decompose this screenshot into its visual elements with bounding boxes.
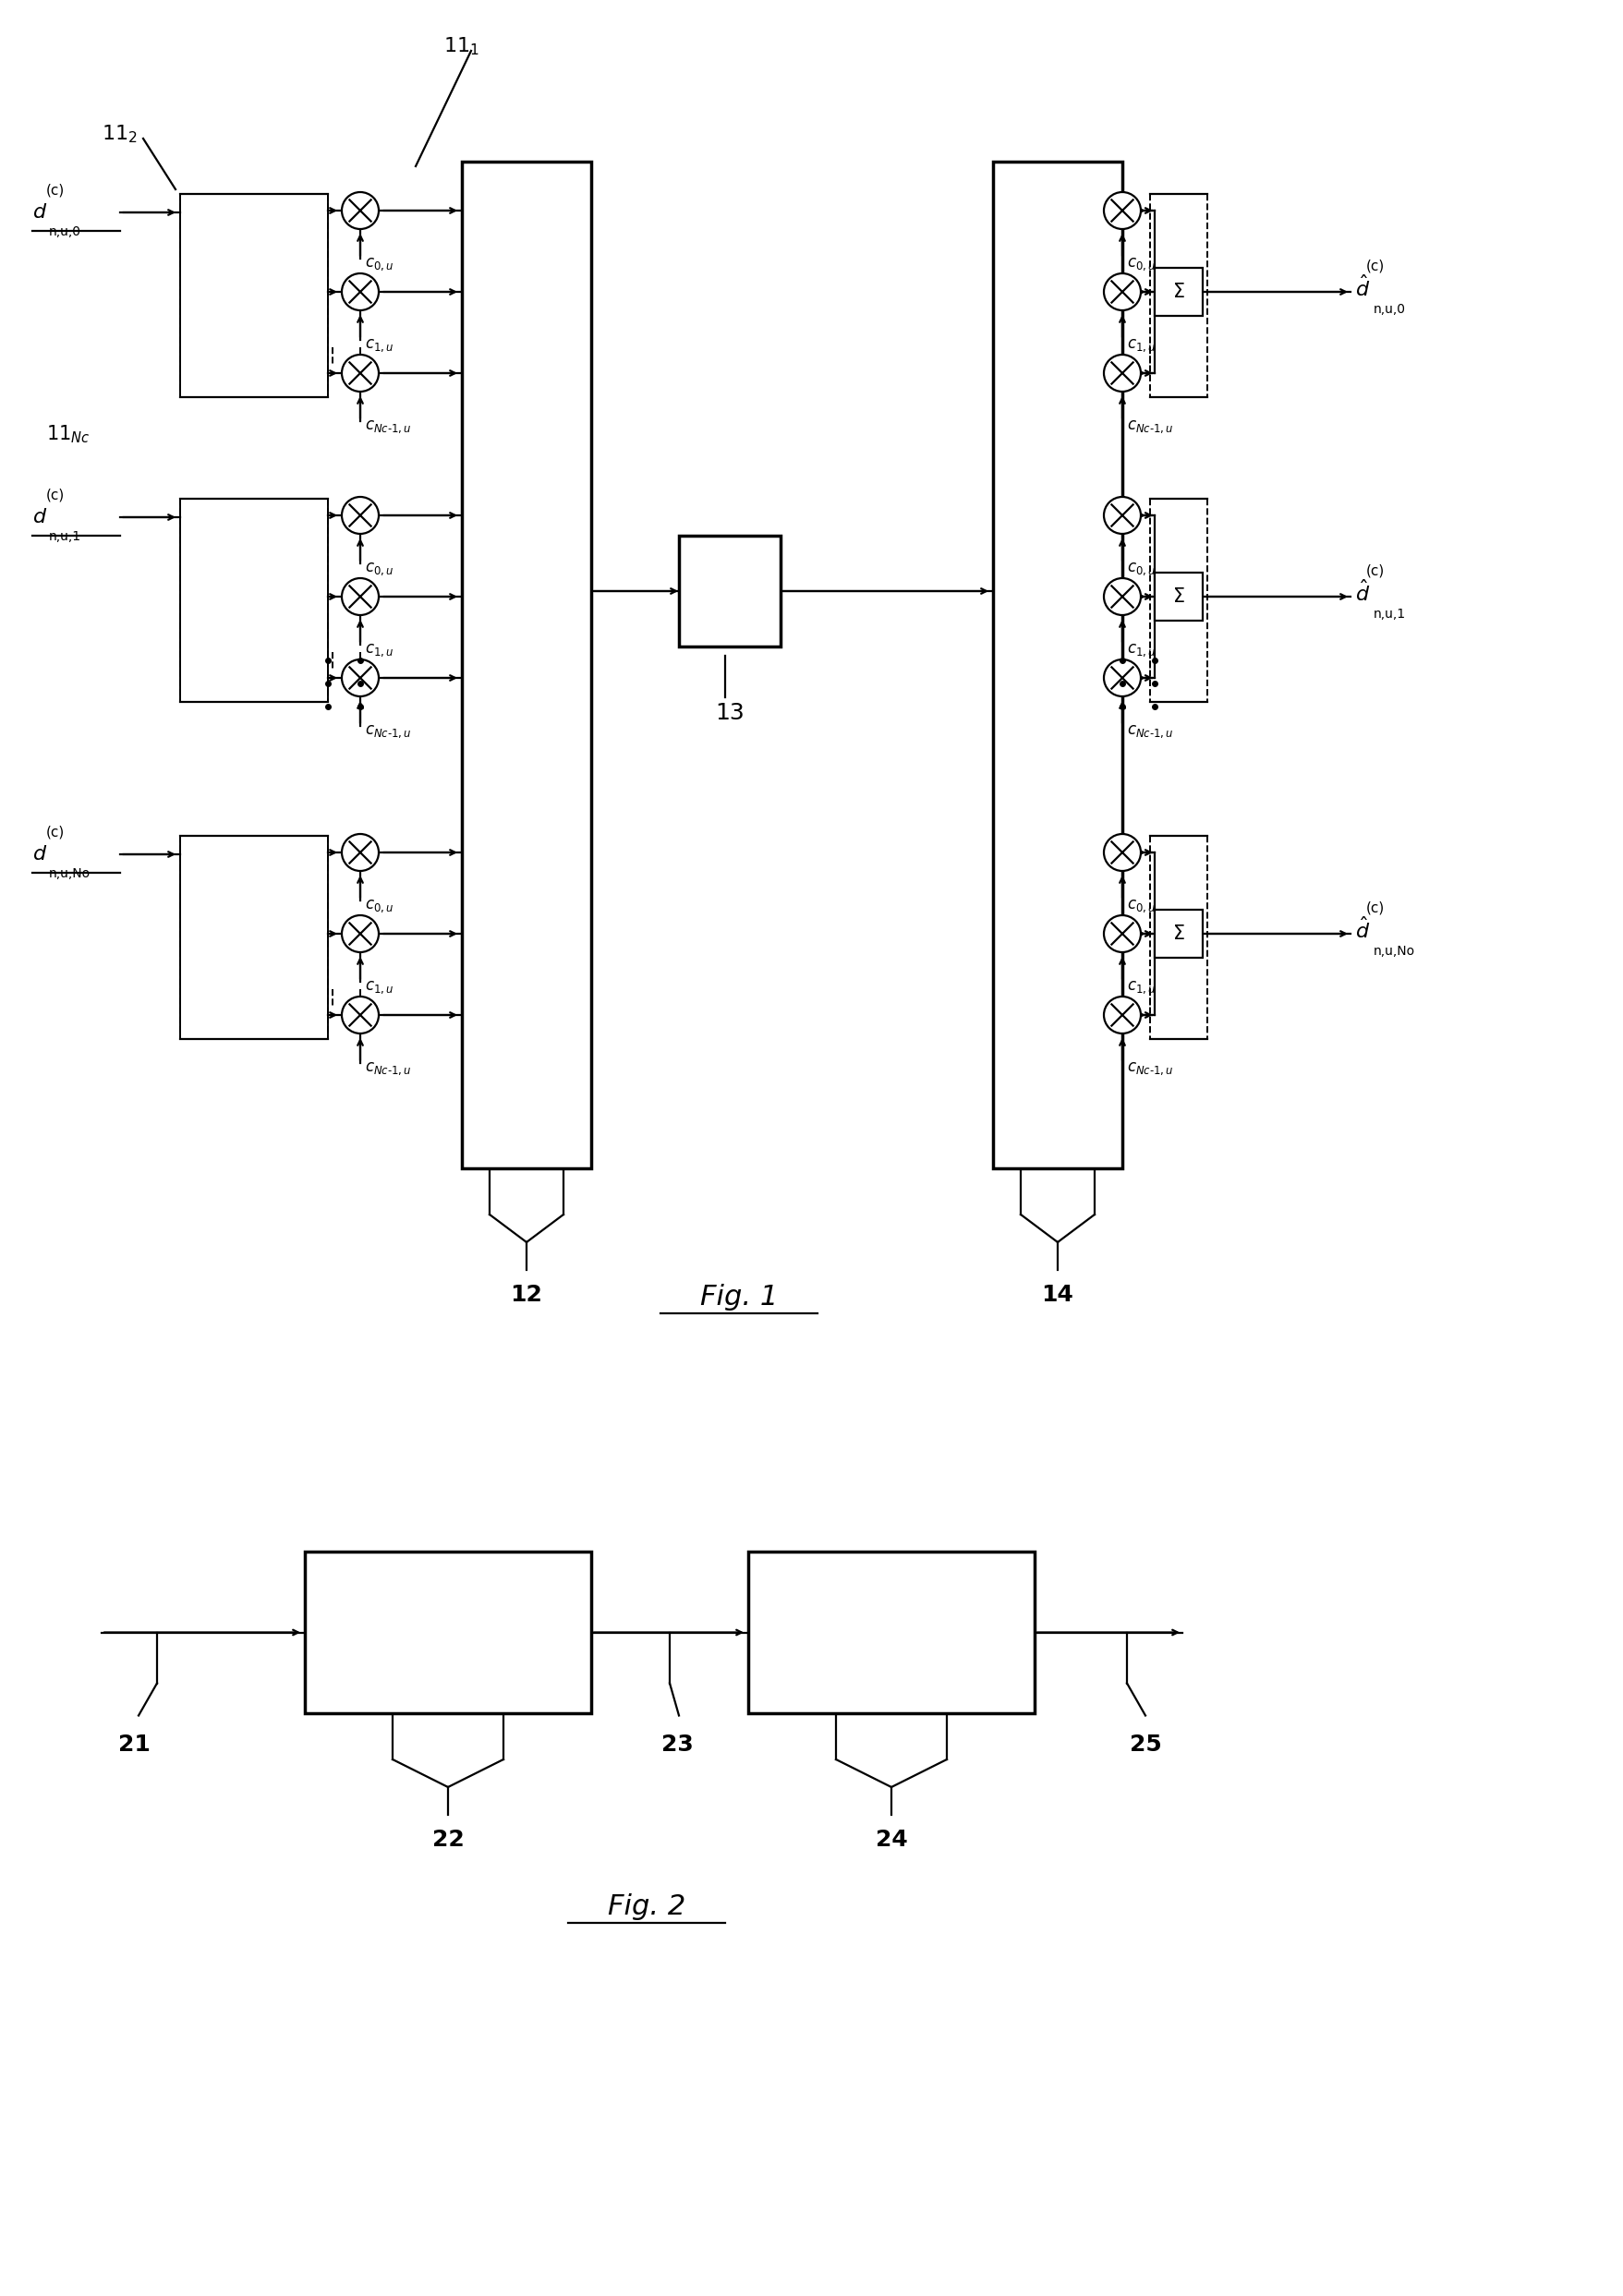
Bar	[678, 535, 781, 647]
Text: (c): (c)	[1365, 259, 1384, 273]
Text: $\Sigma$: $\Sigma$	[1172, 282, 1185, 301]
Text: $11_1$: $11_1$	[443, 34, 479, 57]
Bar	[1154, 909, 1203, 957]
Text: $c_{0,u}$: $c_{0,u}$	[1126, 560, 1156, 576]
Circle shape	[1104, 833, 1141, 870]
Text: $\hat{d}$: $\hat{d}$	[1354, 276, 1370, 301]
Text: 24: 24	[875, 1828, 907, 1851]
Circle shape	[1104, 193, 1141, 230]
Bar	[180, 836, 328, 1040]
Text: $c_{0,u}$: $c_{0,u}$	[1126, 898, 1156, 914]
Text: $\hat{d}$: $\hat{d}$	[1354, 916, 1370, 941]
Text: $c_{0,u}$: $c_{0,u}$	[365, 560, 394, 576]
Text: n,u,0: n,u,0	[49, 225, 81, 239]
Text: $11_{Nc}$: $11_{Nc}$	[45, 422, 89, 445]
Text: 14: 14	[1040, 1283, 1073, 1306]
Text: $c_{1,u}$: $c_{1,u}$	[1126, 338, 1156, 354]
Circle shape	[341, 354, 378, 393]
Bar	[180, 498, 328, 703]
Circle shape	[1104, 354, 1141, 393]
Text: n,u,1: n,u,1	[1373, 608, 1406, 620]
Circle shape	[341, 916, 378, 953]
Bar	[992, 161, 1121, 1169]
Text: $d$: $d$	[32, 202, 47, 223]
Text: $c_{0,u}$: $c_{0,u}$	[365, 898, 394, 914]
Text: $c_{0,u}$: $c_{0,u}$	[1126, 255, 1156, 273]
Bar	[1154, 572, 1203, 620]
Text: $c_{Nc\text{-}1,u}$: $c_{Nc\text{-}1,u}$	[365, 1061, 412, 1077]
Bar	[1154, 269, 1203, 317]
Bar	[461, 161, 591, 1169]
Text: 25: 25	[1128, 1733, 1160, 1756]
Text: 23: 23	[661, 1733, 693, 1756]
Circle shape	[341, 659, 378, 696]
Circle shape	[1104, 916, 1141, 953]
Bar	[748, 1552, 1034, 1713]
Text: $c_{Nc\text{-}1,u}$: $c_{Nc\text{-}1,u}$	[365, 418, 412, 434]
Bar	[180, 193, 328, 397]
Circle shape	[341, 579, 378, 615]
Text: n,u,No: n,u,No	[1373, 946, 1415, 957]
Text: n,u,0: n,u,0	[1373, 303, 1406, 317]
Circle shape	[341, 496, 378, 535]
Text: $c_{Nc\text{-}1,u}$: $c_{Nc\text{-}1,u}$	[1126, 723, 1173, 739]
Circle shape	[341, 193, 378, 230]
Text: (c): (c)	[45, 824, 65, 838]
Circle shape	[1104, 579, 1141, 615]
Text: $\Sigma$: $\Sigma$	[1172, 925, 1185, 944]
Text: $c_{1,u}$: $c_{1,u}$	[1126, 643, 1156, 659]
Text: (c): (c)	[1365, 900, 1384, 914]
Text: $c_{1,u}$: $c_{1,u}$	[365, 338, 394, 354]
Text: 21: 21	[118, 1733, 149, 1756]
Text: n,u,No: n,u,No	[49, 868, 91, 879]
Text: $c_{Nc\text{-}1,u}$: $c_{Nc\text{-}1,u}$	[1126, 1061, 1173, 1077]
Circle shape	[341, 273, 378, 310]
Text: $c_{1,u}$: $c_{1,u}$	[1126, 978, 1156, 996]
Text: $\hat{d}$: $\hat{d}$	[1354, 579, 1370, 604]
Text: $d$: $d$	[32, 845, 47, 863]
Text: 22: 22	[432, 1828, 464, 1851]
Text: $c_{1,u}$: $c_{1,u}$	[365, 978, 394, 996]
Text: 12: 12	[510, 1283, 542, 1306]
Text: Fig. 2: Fig. 2	[607, 1894, 685, 1919]
Text: $c_{Nc\text{-}1,u}$: $c_{Nc\text{-}1,u}$	[365, 723, 412, 739]
Circle shape	[1104, 659, 1141, 696]
Text: Fig. 1: Fig. 1	[700, 1283, 777, 1311]
Text: $\Sigma$: $\Sigma$	[1172, 588, 1185, 606]
Text: $c_{1,u}$: $c_{1,u}$	[365, 643, 394, 659]
Circle shape	[1104, 273, 1141, 310]
Text: $c_{Nc\text{-}1,u}$: $c_{Nc\text{-}1,u}$	[1126, 418, 1173, 434]
Text: (c): (c)	[45, 184, 65, 197]
Circle shape	[1104, 496, 1141, 535]
Text: $d$: $d$	[32, 507, 47, 526]
Circle shape	[1104, 996, 1141, 1033]
Text: n,u,1: n,u,1	[49, 530, 81, 544]
Text: $c_{0,u}$: $c_{0,u}$	[365, 255, 394, 273]
Text: (c): (c)	[1365, 565, 1384, 579]
Text: 13: 13	[714, 703, 743, 723]
Text: $11_2$: $11_2$	[102, 124, 138, 145]
Text: (c): (c)	[45, 489, 65, 503]
Circle shape	[341, 833, 378, 870]
Bar	[305, 1552, 591, 1713]
Circle shape	[341, 996, 378, 1033]
